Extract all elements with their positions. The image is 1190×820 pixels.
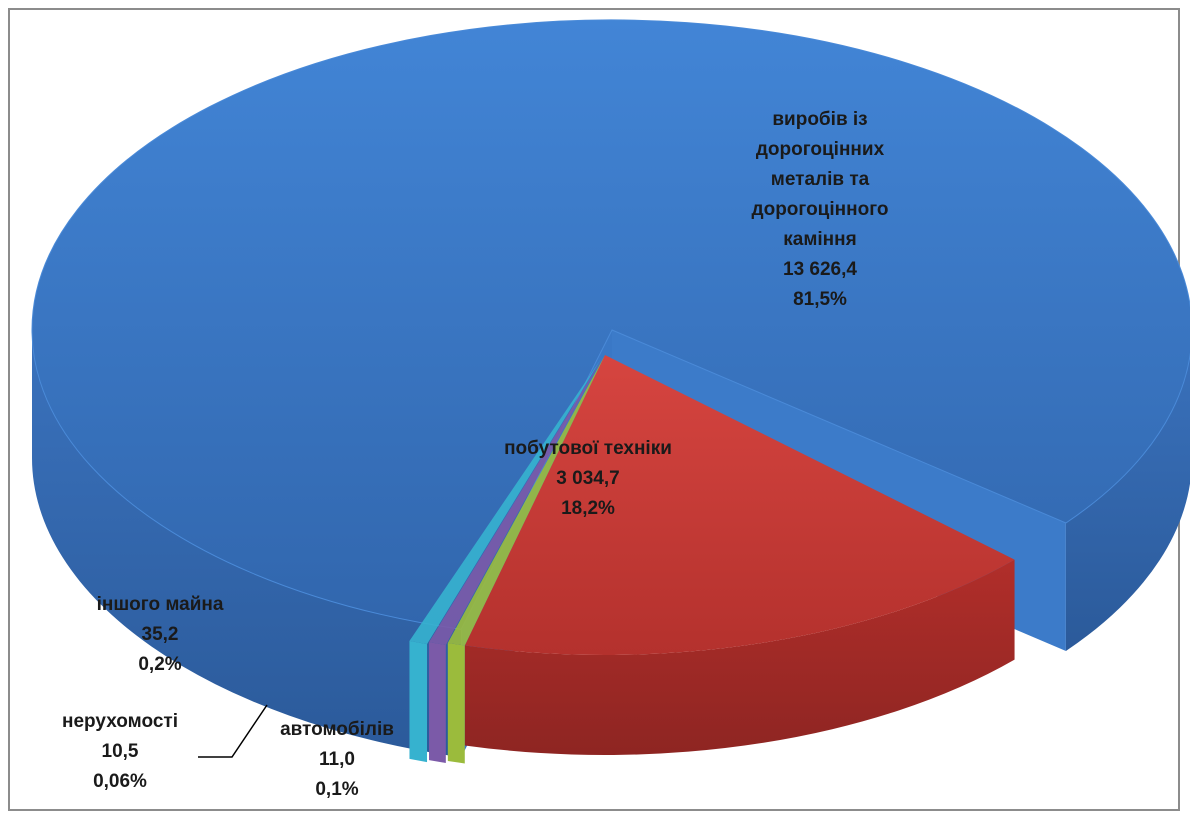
label-line: каміння <box>783 229 857 250</box>
value-label: 11,0 <box>319 749 355 770</box>
slice-label-jewelry: виробів із дорогоцінних металів та дорог… <box>700 105 940 315</box>
slice-other-top <box>409 359 601 645</box>
slice-label-appliances: побутової техніки 3 034,7 18,2% <box>468 434 708 524</box>
label-line: іншого майна <box>96 594 224 615</box>
slice-jewelry-side-right <box>1065 355 1190 651</box>
label-line: дорогоцінного <box>751 199 889 220</box>
value-label: 10,5 <box>101 741 139 762</box>
slice-real-estate-top <box>429 357 603 645</box>
label-line: металів та <box>770 169 870 190</box>
slice-label-cars: автомобілів 11,0 0,1% <box>262 715 412 805</box>
percent-label: 0,06% <box>93 771 147 792</box>
slice-appliances-side <box>464 559 1015 755</box>
label-line: виробів із <box>772 109 868 130</box>
slice-appliances-top <box>464 355 1015 655</box>
percent-label: 81,5% <box>793 289 847 310</box>
leader-line-real-estate <box>198 704 268 758</box>
slice-jewelry-top <box>31 19 1190 630</box>
slice-label-other: іншого майна 35,2 0,2% <box>70 590 250 680</box>
slice-other-side <box>409 640 428 763</box>
value-label: 3 034,7 <box>556 468 620 489</box>
slice-real-estate-side <box>429 642 446 763</box>
slice-cars-side <box>447 642 465 764</box>
percent-label: 18,2% <box>561 498 615 519</box>
label-line: автомобілів <box>280 719 394 740</box>
percent-label: 0,1% <box>315 779 359 800</box>
percent-label: 0,2% <box>138 654 182 675</box>
value-label: 35,2 <box>141 624 179 645</box>
slice-label-real-estate: нерухомості 10,5 0,06% <box>45 707 195 797</box>
value-label: 13 626,4 <box>783 259 857 280</box>
label-line: побутової техніки <box>504 438 672 459</box>
slice-cars-top <box>447 355 605 646</box>
label-line: дорогоцінних <box>755 139 885 160</box>
slice-jewelry-side-left <box>32 330 462 758</box>
label-line: нерухомості <box>62 711 178 732</box>
